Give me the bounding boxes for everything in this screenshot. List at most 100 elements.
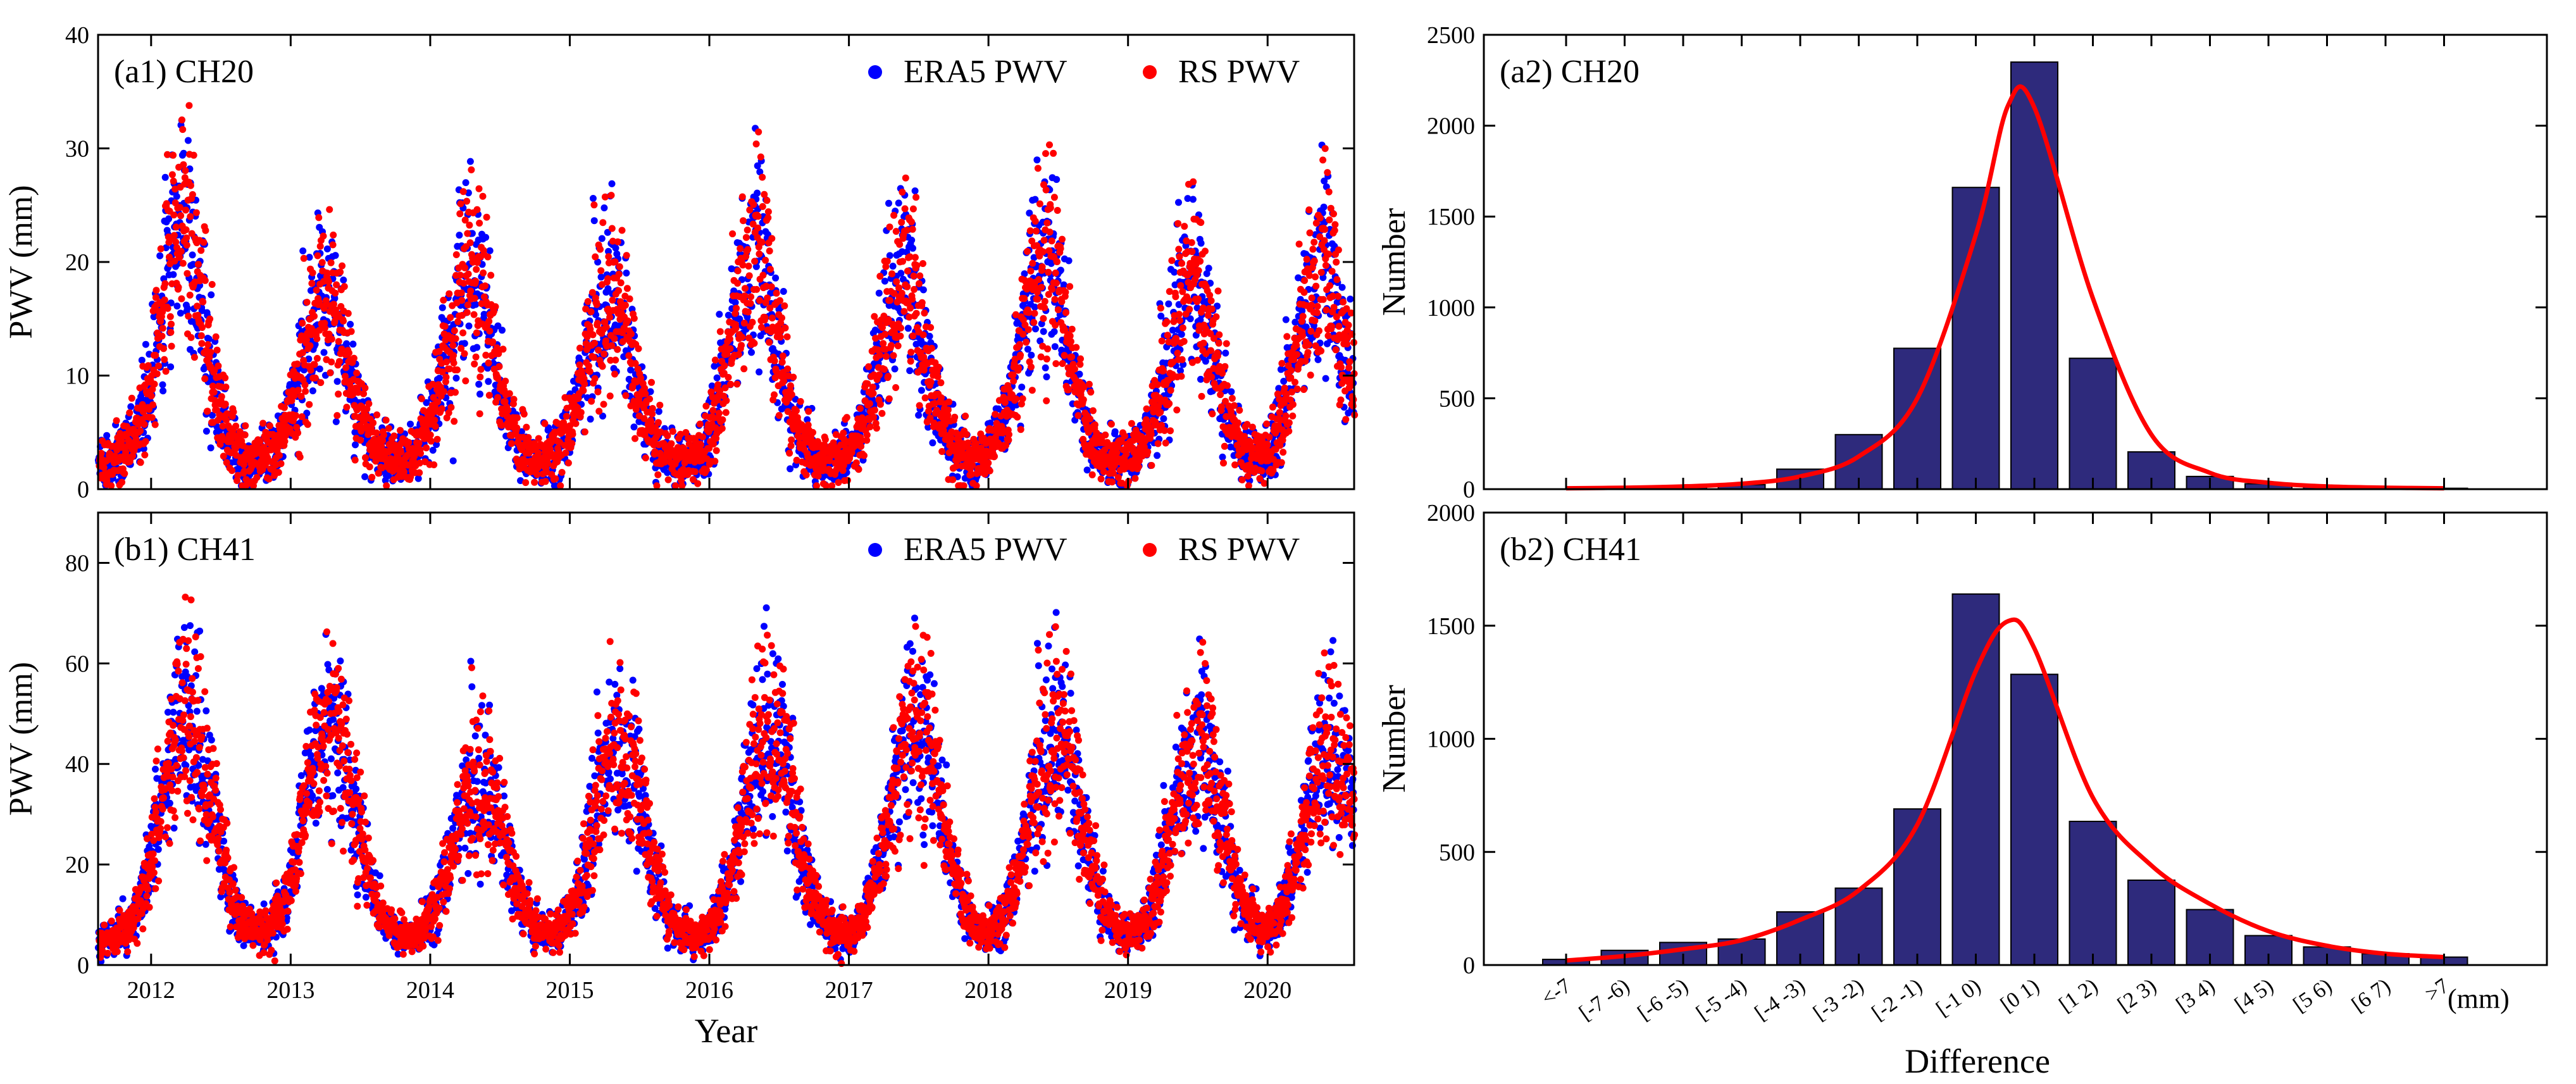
rs-point	[476, 410, 483, 418]
era5-point	[1320, 203, 1328, 211]
rs-point	[155, 362, 163, 370]
rs-point	[461, 264, 469, 271]
rs-point	[218, 393, 225, 401]
era5-point	[361, 473, 369, 480]
rs-point	[347, 328, 355, 335]
rs-point	[535, 435, 542, 442]
rs-point	[340, 283, 348, 290]
rs-point	[612, 356, 619, 364]
era5-point	[189, 251, 196, 259]
rs-point	[587, 308, 595, 316]
rs-point	[208, 281, 216, 288]
rs-point	[383, 482, 390, 490]
rs-point	[329, 241, 337, 249]
rs-point	[170, 232, 178, 239]
rs-point	[463, 197, 471, 205]
rs-point	[735, 351, 742, 358]
rs-point	[438, 405, 445, 413]
rs-point	[201, 277, 209, 284]
rs-point	[221, 401, 229, 408]
era5-point	[1314, 356, 1322, 363]
era5-point	[180, 149, 187, 157]
rs-point	[158, 332, 166, 340]
rs-point	[157, 245, 165, 252]
rs-point	[204, 341, 212, 348]
rs-point	[149, 401, 156, 409]
rs-point	[691, 468, 699, 475]
rs-point	[343, 404, 351, 411]
rs-point	[564, 459, 572, 467]
era5-point	[173, 302, 181, 310]
rs-point	[333, 281, 340, 289]
rs-point	[624, 317, 632, 325]
rs-point	[344, 309, 352, 317]
era5-point	[333, 378, 341, 385]
rs-point	[738, 333, 746, 341]
rs-point	[711, 458, 719, 465]
era5-point	[1347, 296, 1354, 303]
rs-point	[299, 320, 306, 327]
era5-point	[713, 374, 721, 382]
era5-point	[452, 375, 460, 382]
era5-point	[1065, 257, 1073, 265]
rs-point	[558, 469, 566, 476]
rs-point	[541, 420, 549, 427]
rs-point	[599, 363, 606, 370]
rs-point	[309, 269, 316, 277]
rs-point	[433, 435, 441, 443]
rs-point	[318, 259, 326, 266]
rs-point	[373, 411, 381, 419]
rs-point	[467, 287, 475, 295]
era5-point	[716, 311, 723, 318]
rs-point	[418, 395, 425, 402]
rs-point	[366, 463, 373, 471]
era5-point	[156, 252, 164, 259]
era5-point	[904, 325, 912, 332]
rs-point	[588, 397, 595, 405]
rs-point	[161, 356, 168, 363]
rs-point	[606, 392, 614, 400]
era5-point	[208, 291, 215, 299]
rs-point	[440, 296, 447, 304]
rs-point	[166, 313, 174, 320]
era5-point	[1018, 383, 1026, 391]
rs-point	[320, 232, 327, 240]
rs-point	[215, 362, 222, 370]
rs-point	[431, 416, 439, 424]
era5-point	[1083, 466, 1091, 474]
rs-point	[591, 339, 598, 347]
rs-point	[241, 431, 249, 439]
rs-point	[330, 231, 337, 239]
era5-point	[612, 244, 619, 252]
rs-point	[450, 359, 457, 367]
era5-point	[754, 189, 761, 197]
rs-point	[611, 370, 618, 378]
era5-point	[449, 457, 457, 464]
rs-point	[738, 342, 745, 349]
rs-point	[183, 241, 190, 249]
rs-point	[197, 247, 205, 254]
rs-point	[615, 287, 622, 294]
rs-point	[742, 234, 750, 241]
era5-point	[897, 270, 905, 277]
era5-point	[468, 230, 476, 237]
rs-point	[313, 287, 320, 294]
rs-point	[473, 329, 480, 337]
era5-point	[439, 304, 446, 311]
rs-point	[450, 352, 457, 359]
rs-point	[426, 431, 434, 439]
rs-point	[668, 440, 675, 447]
rs-point	[654, 471, 662, 478]
rs-point	[177, 247, 185, 255]
rs-point	[311, 313, 318, 320]
era5-point	[804, 416, 811, 423]
rs-point	[137, 427, 144, 435]
era5-point	[347, 321, 354, 328]
rs-point	[126, 409, 134, 416]
rs-point	[484, 253, 492, 261]
era5-point	[1031, 303, 1038, 311]
rs-point	[337, 268, 344, 276]
era5-point	[352, 441, 359, 449]
rs-point	[140, 421, 148, 428]
era5-point	[349, 340, 357, 348]
